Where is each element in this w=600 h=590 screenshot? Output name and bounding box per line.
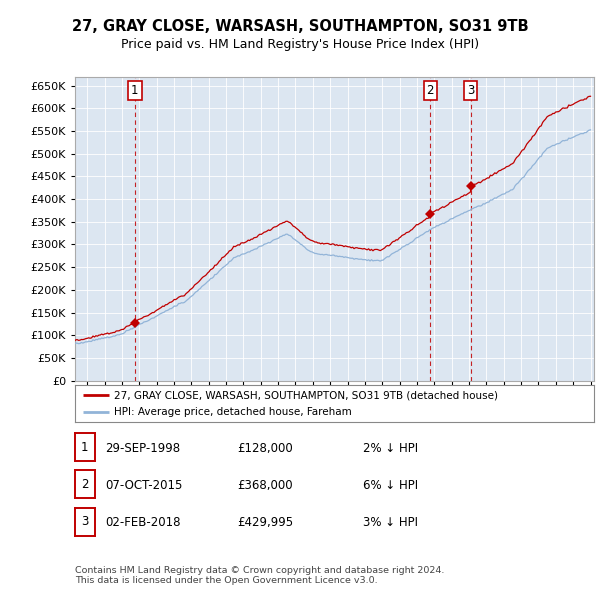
Text: 27, GRAY CLOSE, WARSASH, SOUTHAMPTON, SO31 9TB (detached house): 27, GRAY CLOSE, WARSASH, SOUTHAMPTON, SO… [114,390,498,400]
Text: £128,000: £128,000 [237,442,293,455]
Text: £368,000: £368,000 [237,479,293,492]
Text: £429,995: £429,995 [237,516,293,529]
Text: 3% ↓ HPI: 3% ↓ HPI [363,516,418,529]
Text: 3: 3 [81,515,89,528]
Text: 2: 2 [427,84,434,97]
Text: 6% ↓ HPI: 6% ↓ HPI [363,479,418,492]
Text: Contains HM Land Registry data © Crown copyright and database right 2024.
This d: Contains HM Land Registry data © Crown c… [75,566,445,585]
Text: 29-SEP-1998: 29-SEP-1998 [105,442,180,455]
Text: 1: 1 [131,84,139,97]
Text: HPI: Average price, detached house, Fareham: HPI: Average price, detached house, Fare… [114,407,352,417]
Text: 02-FEB-2018: 02-FEB-2018 [105,516,181,529]
Text: 2: 2 [81,478,89,491]
Text: 1: 1 [81,441,89,454]
Text: 27, GRAY CLOSE, WARSASH, SOUTHAMPTON, SO31 9TB: 27, GRAY CLOSE, WARSASH, SOUTHAMPTON, SO… [71,19,529,34]
Text: 3: 3 [467,84,474,97]
Text: 2% ↓ HPI: 2% ↓ HPI [363,442,418,455]
Text: Price paid vs. HM Land Registry's House Price Index (HPI): Price paid vs. HM Land Registry's House … [121,38,479,51]
Text: 07-OCT-2015: 07-OCT-2015 [105,479,182,492]
